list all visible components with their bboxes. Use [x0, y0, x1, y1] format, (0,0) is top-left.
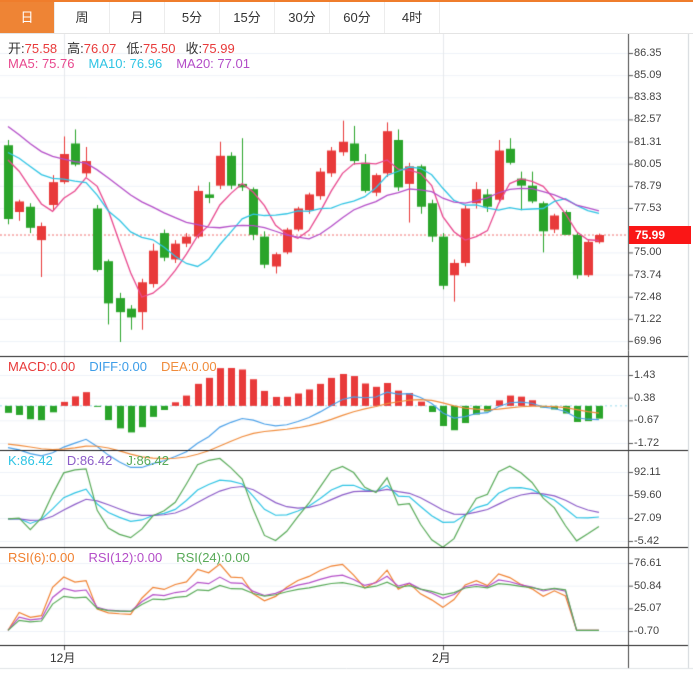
indicator-label: D:86.42: [66, 453, 113, 468]
y-axis-tick-label: 82.57: [634, 113, 662, 126]
indicator-label: MA20: 77.01: [176, 56, 250, 71]
y-axis-tick-label: -5.42: [634, 535, 660, 547]
indicator-label: RSI(24):0.00: [176, 550, 250, 565]
y-axis-tick-label: 78.79: [634, 179, 662, 192]
tab-monthly[interactable]: 月: [110, 2, 165, 33]
macd-label-row: MACD:0.00 DIFF:0.00 DEA:0.00: [8, 359, 231, 374]
ohlc-value: 75.58: [24, 41, 58, 56]
tab-30min[interactable]: 30分: [275, 2, 330, 33]
rsi-label-row: RSI(6):0.00 RSI(12):0.00 RSI(24):0.00: [8, 550, 264, 565]
y-axis-tick-label: 81.31: [634, 135, 662, 148]
ohlc-label: 低:: [126, 41, 143, 56]
x-axis-label-february: 2月: [432, 651, 451, 665]
tab-weekly[interactable]: 周: [55, 2, 110, 33]
x-axis-label-december: 12月: [50, 651, 76, 665]
indicator-label: K:86.42: [8, 453, 53, 468]
tab-15min[interactable]: 15分: [220, 2, 275, 33]
y-axis-tick-label: 73.74: [634, 268, 662, 281]
ohlc-label: 收:: [185, 41, 203, 56]
y-axis-tick-label: 0.38: [634, 391, 656, 404]
y-axis-tick-label: 92.11: [634, 466, 661, 478]
y-axis-tick-label: -0.67: [634, 414, 660, 427]
y-axis-tick-label: 75.00: [634, 246, 662, 259]
y-axis-tick-label: 1.43: [634, 369, 656, 381]
tab-daily[interactable]: 日: [0, 2, 55, 33]
indicator-label: MACD:0.00: [8, 359, 76, 374]
ohlc-value: 75.99: [202, 41, 235, 56]
y-axis-tick-label: 86.35: [634, 47, 662, 59]
indicator-label: RSI(6):0.00: [8, 550, 75, 565]
accent-top-border: [0, 0, 693, 2]
y-axis-tick-label: 83.83: [634, 91, 662, 104]
indicator-label: RSI(12):0.00: [88, 550, 163, 565]
ma-label-row: MA5: 75.76 MA10: 76.96 MA20: 77.01: [8, 56, 264, 71]
y-axis-tick-label: -1.72: [634, 437, 660, 449]
tab-5min[interactable]: 5分: [165, 2, 220, 33]
y-axis-tick-label: 25.07: [634, 602, 662, 615]
ohlc-value: 75.50: [142, 41, 176, 56]
y-axis-tick-label: 71.22: [634, 312, 662, 325]
ohlc-label: 开:: [8, 41, 25, 56]
ohlc-label: 高:: [67, 41, 84, 56]
tab-4hour[interactable]: 4时: [385, 2, 440, 33]
y-axis-tick-label: 27.09: [634, 512, 662, 524]
y-axis-tick-label: 80.05: [634, 157, 662, 170]
indicator-label: MA10: 76.96: [88, 56, 163, 71]
ohlc-label-row: 开:75.58 高:76.07 低:75.50 收:75.99: [8, 38, 245, 57]
indicator-label: DIFF:0.00: [89, 359, 147, 374]
indicator-label: DEA:0.00: [161, 359, 217, 374]
y-axis-tick-label: 50.84: [634, 579, 662, 592]
kdj-label-row: K:86.42 D:86.42 J:86.42: [8, 453, 183, 468]
indicator-label: J:86.42: [126, 453, 170, 468]
indicator-label: MA5: 75.76: [8, 56, 75, 71]
y-axis-tick-label: 59.60: [634, 489, 662, 501]
y-axis-tick-label: -0.70: [634, 625, 660, 637]
y-axis-tick-label: 77.53: [634, 201, 662, 214]
y-axis-tick-label: 72.48: [634, 290, 662, 303]
y-axis-tick-label: 69.96: [634, 334, 662, 347]
y-axis-tick-label: 85.09: [634, 69, 662, 82]
ohlc-value: 76.07: [83, 41, 117, 56]
y-axis-tick-label: 76.61: [634, 557, 662, 569]
period-tabbar: 日周月 5分 15分 30分 60分 4时: [0, 2, 693, 34]
current-price-badge: 75.99: [629, 226, 691, 245]
tab-60min[interactable]: 60分: [330, 2, 385, 33]
